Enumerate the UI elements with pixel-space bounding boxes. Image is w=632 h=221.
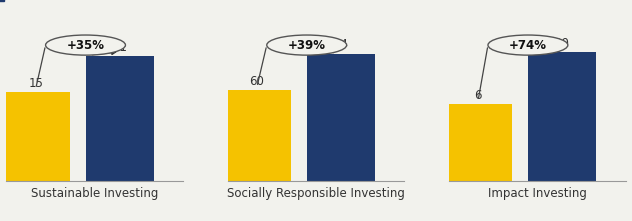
X-axis label: Sustainable Investing: Sustainable Investing <box>31 187 159 200</box>
Bar <box>444 104 513 181</box>
Text: 6: 6 <box>474 89 482 101</box>
Text: +74%: +74% <box>509 39 547 51</box>
Text: +39%: +39% <box>288 39 325 51</box>
Ellipse shape <box>488 35 568 55</box>
Ellipse shape <box>267 35 346 55</box>
Bar <box>1 92 70 181</box>
Bar <box>222 90 291 181</box>
Legend: 2013, 2014: 2013, 2014 <box>0 0 44 3</box>
Text: 15: 15 <box>28 77 43 90</box>
X-axis label: Socially Responsible Investing: Socially Responsible Investing <box>227 187 405 200</box>
Bar <box>307 54 375 181</box>
Text: 21: 21 <box>112 41 127 54</box>
Bar <box>528 52 597 181</box>
Ellipse shape <box>46 35 125 55</box>
Text: 10: 10 <box>555 37 569 50</box>
X-axis label: Impact Investing: Impact Investing <box>488 187 586 200</box>
Bar <box>85 56 154 181</box>
Text: 84: 84 <box>334 38 348 51</box>
Text: +35%: +35% <box>66 39 104 51</box>
Text: 60: 60 <box>250 75 264 88</box>
